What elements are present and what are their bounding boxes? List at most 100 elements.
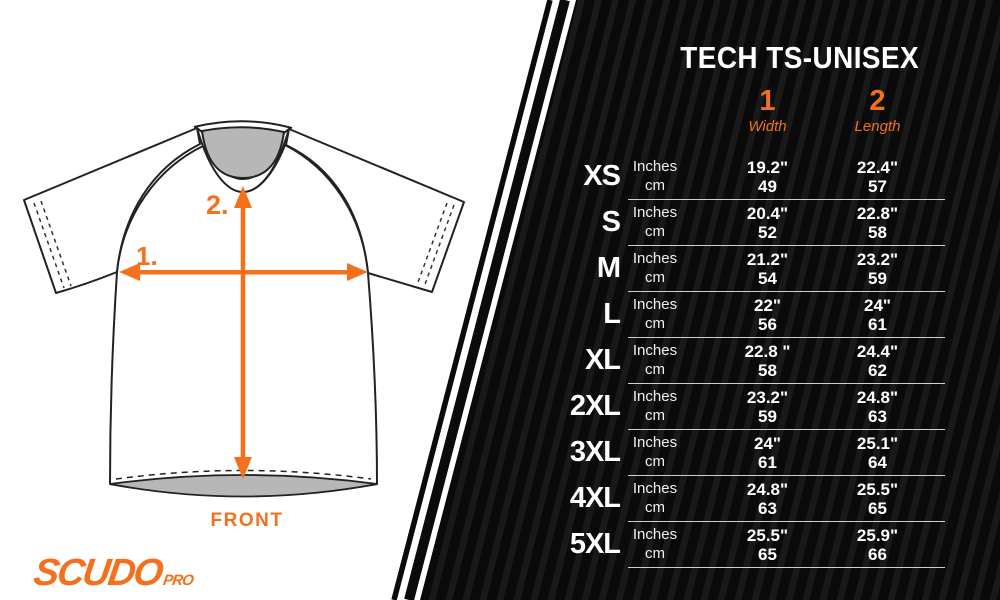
- right-cuff-stitch-2: [416, 202, 448, 286]
- width-values: 21.2" 54: [710, 250, 825, 288]
- row-separator: [628, 199, 945, 200]
- unit-labels: Inches cm: [632, 157, 678, 195]
- unit-inches-label: Inches: [632, 204, 678, 221]
- width-inches-value: 19.2": [746, 158, 789, 177]
- hem-stitch: [115, 469, 372, 480]
- unit-labels: Inches cm: [632, 249, 678, 287]
- length-values: 23.2" 59: [820, 250, 935, 288]
- length-inches-value: 24.8": [856, 388, 899, 407]
- unit-cm-label: cm: [645, 177, 665, 194]
- chart-title-text: TECH TS-UNISEX: [680, 40, 920, 75]
- width-column-label: Width: [748, 118, 787, 135]
- width-values: 25.5" 65: [710, 526, 825, 564]
- unit-inches-label: Inches: [632, 388, 678, 405]
- length-inches-value: 25.1": [856, 434, 899, 453]
- width-cm-value: 49: [758, 177, 777, 196]
- length-marker-label: 2.: [206, 190, 229, 220]
- front-label: FRONT: [211, 510, 284, 531]
- length-arrow: [234, 186, 252, 479]
- length-column-label: Length: [854, 118, 901, 135]
- unit-inches-label: Inches: [632, 158, 678, 175]
- brand-logo: SCUDOPRO: [31, 552, 197, 595]
- width-cm-value: 58: [758, 361, 777, 380]
- unit-labels: Inches cm: [632, 479, 678, 517]
- width-inches-value: 22": [754, 296, 781, 315]
- row-separator: [628, 245, 945, 246]
- length-cm-value: 65: [868, 499, 887, 518]
- length-inches-value: 25.9": [856, 526, 899, 545]
- collar-top-edge: [193, 120, 293, 129]
- width-values: 23.2" 59: [710, 388, 825, 426]
- length-values: 24.4" 62: [820, 342, 935, 380]
- width-values: 19.2" 49: [710, 158, 825, 196]
- width-cm-value: 52: [758, 223, 777, 242]
- width-inches-value: 21.2": [746, 250, 789, 269]
- hem-inner-gray: [109, 474, 378, 498]
- row-separator: [628, 429, 945, 430]
- width-inches-value: 25.5": [746, 526, 789, 545]
- size-label: M: [596, 252, 621, 284]
- length-column-number: 2: [869, 85, 886, 117]
- size-label: XL: [584, 344, 621, 376]
- length-cm-value: 66: [868, 545, 887, 564]
- unit-labels: Inches cm: [632, 295, 678, 333]
- unit-cm-label: cm: [645, 453, 665, 470]
- length-inches-value: 22.4": [856, 158, 899, 177]
- unit-cm-label: cm: [645, 407, 665, 424]
- width-cm-value: 56: [758, 315, 777, 334]
- size-row: L Inches cm 22" 56 24" 61: [540, 292, 960, 338]
- left-cuff-stitch: [33, 202, 65, 289]
- row-separator: [628, 337, 945, 338]
- unit-inches-label: Inches: [632, 250, 678, 267]
- length-values: 24" 61: [820, 296, 935, 334]
- unit-inches-label: Inches: [632, 480, 678, 497]
- size-label: 2XL: [569, 390, 621, 422]
- width-values: 20.4" 52: [710, 204, 825, 242]
- length-values: 25.5" 65: [820, 480, 935, 518]
- length-values: 25.1" 64: [820, 434, 935, 472]
- length-cm-value: 62: [868, 361, 887, 380]
- size-row: 5XL Inches cm 25.5" 65 25.9" 66: [540, 522, 960, 568]
- right-cuff-stitch: [423, 204, 455, 288]
- size-label: XS: [583, 160, 621, 192]
- width-inches-value: 23.2": [746, 388, 789, 407]
- width-inches-value: 24": [754, 434, 781, 453]
- unit-labels: Inches cm: [632, 203, 678, 241]
- column-header-length: 2 Length: [820, 86, 935, 136]
- unit-labels: Inches cm: [632, 387, 678, 425]
- unit-inches-label: Inches: [632, 434, 678, 451]
- size-row: 4XL Inches cm 24.8" 63 25.5" 65: [540, 476, 960, 522]
- length-values: 22.8" 58: [820, 204, 935, 242]
- size-row: 3XL Inches cm 24" 61 25.1" 64: [540, 430, 960, 476]
- size-label: 4XL: [569, 482, 621, 514]
- unit-cm-label: cm: [645, 223, 665, 240]
- unit-labels: Inches cm: [632, 433, 678, 471]
- width-cm-value: 61: [758, 453, 777, 472]
- unit-labels: Inches cm: [632, 525, 678, 563]
- unit-labels: Inches cm: [632, 341, 678, 379]
- width-cm-value: 63: [758, 499, 777, 518]
- row-separator: [628, 291, 945, 292]
- size-row: 2XL Inches cm 23.2" 59 24.8" 63: [540, 384, 960, 430]
- size-label: 5XL: [569, 528, 621, 560]
- unit-cm-label: cm: [645, 315, 665, 332]
- length-inches-value: 23.2": [856, 250, 899, 269]
- chart-title: TECH TS-UNISEX: [650, 40, 950, 76]
- width-inches-value: 24.8": [746, 480, 789, 499]
- length-cm-value: 58: [868, 223, 887, 242]
- size-row: S Inches cm 20.4" 52 22.8" 58: [540, 200, 960, 246]
- width-cm-value: 59: [758, 407, 777, 426]
- size-row: M Inches cm 21.2" 54 23.2" 59: [540, 246, 960, 292]
- unit-inches-label: Inches: [632, 342, 678, 359]
- length-inches-value: 22.8": [856, 204, 899, 223]
- unit-inches-label: Inches: [632, 526, 678, 543]
- unit-cm-label: cm: [645, 361, 665, 378]
- length-cm-value: 59: [868, 269, 887, 288]
- length-inches-value: 25.5": [856, 480, 899, 499]
- row-separator: [628, 567, 945, 568]
- brand-suffix: PRO: [162, 572, 194, 589]
- size-row: XS Inches cm 19.2" 49 22.4" 57: [540, 154, 960, 200]
- width-values: 22" 56: [710, 296, 825, 334]
